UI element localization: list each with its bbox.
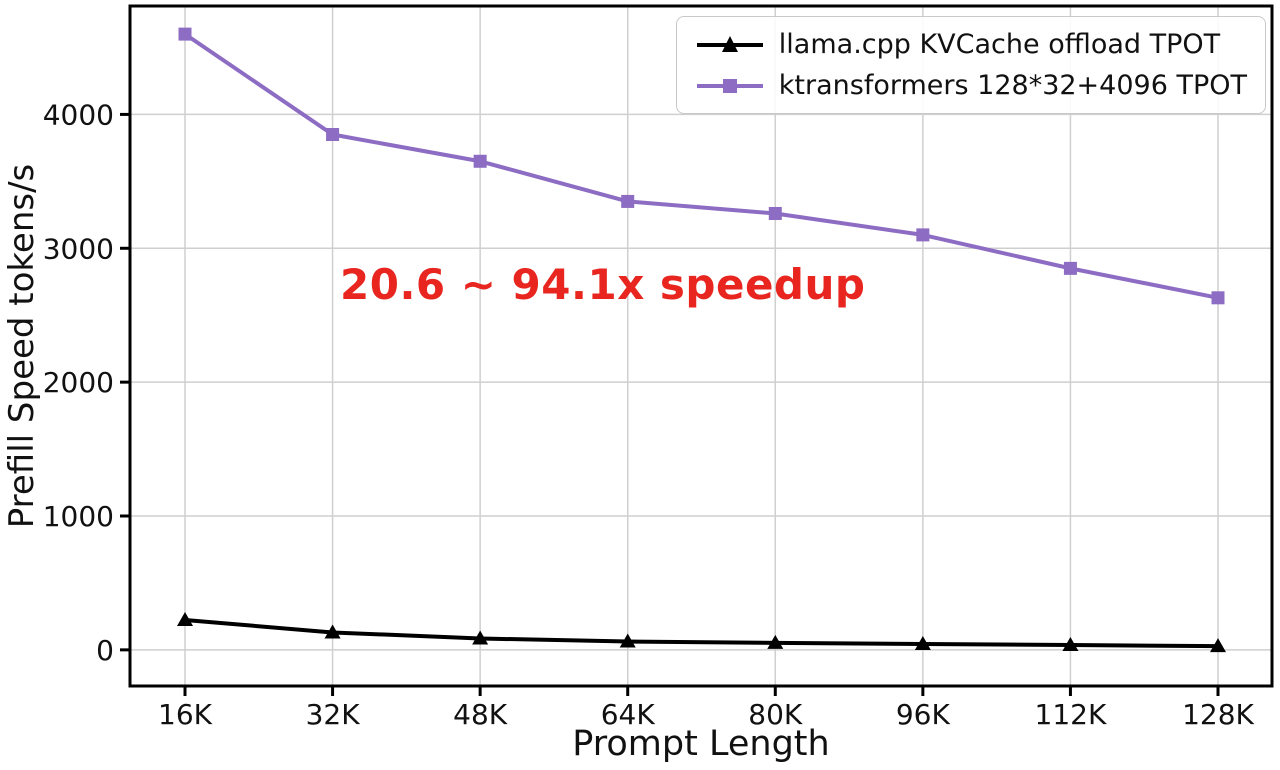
marker-square: [178, 27, 192, 41]
x-axis-label: Prompt Length: [572, 724, 830, 764]
plot-border: [128, 4, 1274, 688]
marker-square: [326, 128, 340, 142]
x-tick-label: 112K: [1035, 698, 1107, 731]
legend-purple-line-square-icon: [696, 78, 763, 93]
legend-item-llamacpp: llama.cpp KVCache offload TPOT: [695, 29, 1247, 60]
marker-triangle: [914, 635, 931, 650]
marker-triangle: [472, 630, 489, 645]
series-line-square: [183, 32, 1220, 300]
x-tick-label: 128K: [1182, 698, 1254, 731]
legend-label-llamacpp: llama.cpp KVCache offload TPOT: [778, 29, 1221, 60]
legend-black-line-triangle-icon: [696, 35, 763, 52]
x-tick-label: 48K: [453, 698, 508, 731]
series-line-triangle: [183, 618, 1220, 649]
y-tick-label: 3000: [43, 232, 114, 265]
marker-triangle: [177, 612, 193, 627]
marker-triangle: [767, 634, 784, 649]
legend-item-ktransformers: ktransformers 128*32+4096 TPOT: [695, 70, 1247, 101]
y-tick-label: 1000: [43, 500, 114, 533]
marker-square: [621, 194, 635, 208]
x-tick-label: 32K: [306, 698, 361, 731]
legend-label-ktransformers: ktransformers 128*32+4096 TPOT: [778, 70, 1247, 101]
marker-triangle: [324, 624, 341, 639]
x-tick-label: 96K: [896, 698, 951, 731]
y-axis-label: Prefill Speed tokens/s: [2, 163, 42, 529]
y-tick-label: 0: [96, 634, 114, 667]
x-tick-label: 64K: [601, 698, 656, 731]
marker-square: [768, 206, 782, 220]
x-tick-label: 16K: [158, 698, 213, 731]
legend: llama.cpp KVCache offload TPOT ktransfor…: [675, 16, 1266, 114]
marker-square: [1211, 291, 1225, 305]
marker-triangle: [1062, 637, 1079, 652]
marker-triangle: [619, 633, 636, 648]
marker-square: [473, 154, 487, 168]
x-tick-label: 80K: [748, 698, 803, 731]
y-tick-label: 4000: [43, 98, 114, 131]
y-tick-label: 2000: [43, 366, 114, 399]
speedup-annotation: 20.6 ~ 94.1x speedup: [340, 260, 866, 309]
marker-square: [916, 228, 930, 242]
marker-triangle: [1210, 638, 1226, 653]
marker-square: [1063, 261, 1077, 275]
